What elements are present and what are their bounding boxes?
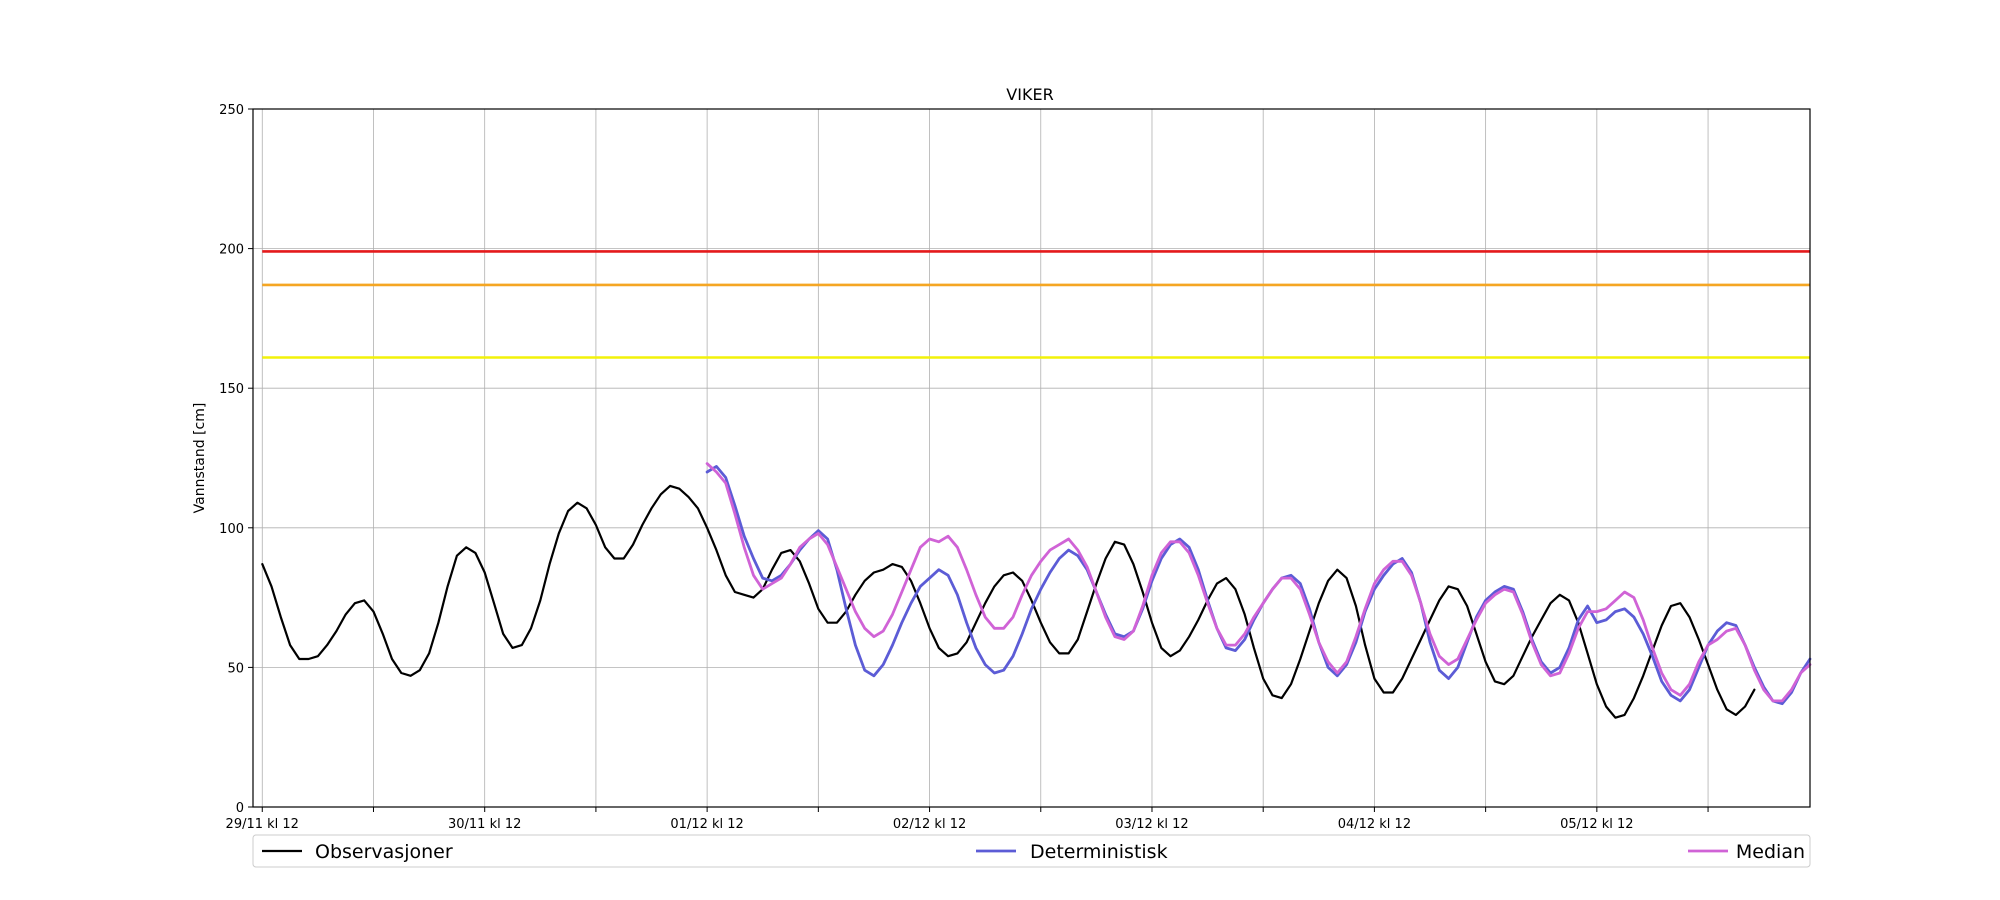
grid: [253, 108, 1810, 808]
y-tick-label: 50: [227, 661, 244, 676]
legend: Observasjoner Deterministisk Median: [252, 834, 1811, 868]
x-tick-label: 02/12 kl 12: [893, 817, 966, 832]
x-tick-label: 01/12 kl 12: [670, 817, 743, 832]
legend-label: Observasjoner: [315, 841, 453, 863]
chart-title: VIKER: [1006, 85, 1053, 104]
legend-label: Deterministisk: [1030, 841, 1168, 863]
threshold-lines: [262, 250, 1810, 359]
y-axis-title: Vannstand [cm]: [192, 403, 208, 514]
plot-frame: [252, 108, 1811, 808]
series-lines: [261, 462, 1812, 719]
legend-label: Median: [1736, 841, 1805, 863]
y-tick-label: 200: [219, 243, 244, 258]
x-tick-label: 05/12 kl 12: [1560, 817, 1633, 832]
y-tick-label: 250: [219, 103, 244, 118]
legend-frame: [252, 834, 1811, 868]
x-tick-label: 04/12 kl 12: [1338, 817, 1411, 832]
axes: 29/11 kl 12 30/11 kl 12 01/12 kl 12 02/12 k…: [219, 103, 1709, 832]
series-line-1: [261, 484, 1756, 719]
x-tick-label: 30/11 kl 12: [448, 817, 521, 832]
y-tick-label: 0: [236, 801, 244, 816]
series-line-3: [705, 462, 1812, 703]
x-tick-label: 29/11 kl 12: [226, 817, 299, 832]
y-tick-label: 100: [219, 522, 244, 537]
y-tick-label: 150: [219, 382, 244, 397]
x-tick-label: 03/12 kl 12: [1115, 817, 1188, 832]
